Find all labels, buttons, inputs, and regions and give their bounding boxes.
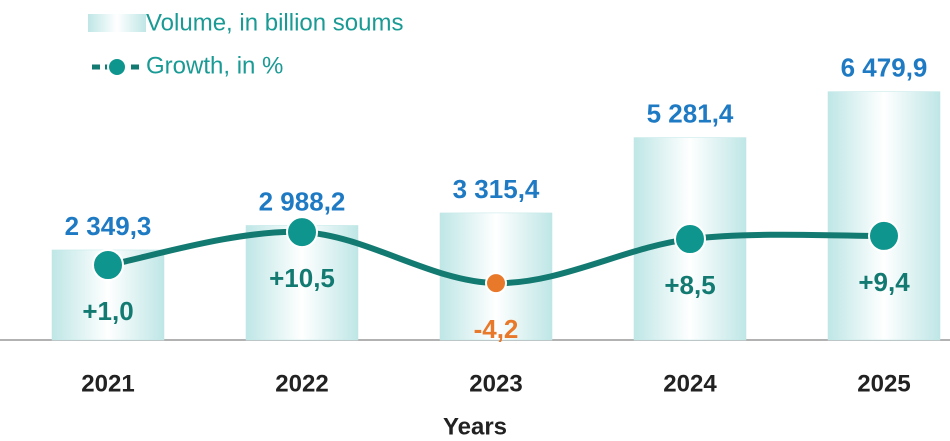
- bar-value-label: 2 349,3: [65, 211, 152, 241]
- x-tick-label: 2022: [275, 370, 328, 397]
- growth-marker: [286, 216, 318, 249]
- growth-marker: [485, 272, 507, 295]
- legend-label: Growth, in %: [146, 52, 283, 79]
- growth-value-label: +9,4: [858, 267, 910, 297]
- x-tick-label: 2021: [81, 370, 134, 397]
- legend-label: Volume, in billion soums: [146, 9, 403, 36]
- legend-swatch-bar: [88, 14, 146, 32]
- bar-value-label: 3 315,4: [453, 174, 540, 204]
- bar-value-label: 5 281,4: [647, 98, 734, 128]
- x-tick-label: 2025: [857, 370, 910, 397]
- growth-marker: [674, 223, 706, 256]
- growth-marker: [92, 249, 124, 282]
- growth-value-label: +1,0: [82, 296, 133, 326]
- x-tick-label: 2023: [469, 370, 522, 397]
- bar-value-label: 6 479,9: [841, 52, 928, 82]
- x-tick-label: 2024: [663, 370, 717, 397]
- bar-value-label: 2 988,2: [259, 186, 346, 216]
- x-axis-title: Years: [443, 413, 507, 440]
- bar: [827, 91, 941, 341]
- growth-value-label: +8,5: [664, 270, 715, 300]
- growth-value-label: +10,5: [269, 263, 335, 293]
- growth-marker: [868, 219, 900, 252]
- legend-swatch-marker: [107, 57, 127, 77]
- growth-value-label: -4,2: [474, 314, 519, 344]
